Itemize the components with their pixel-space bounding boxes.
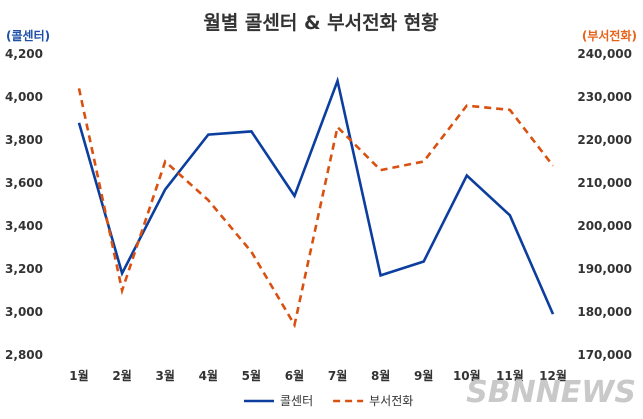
right-axis-ticks: 170,000 180,000 190,000 200,000 210,000 220,0…: [577, 47, 632, 362]
x-tick-label: 11월: [496, 368, 524, 383]
legend-label: 부서전화: [369, 394, 413, 408]
x-axis-ticks: 1월 2월 3월 4월 5월 6월 7월 8월 9월 10월 11월 12월: [69, 368, 567, 383]
left-tick-label: 3,200: [5, 262, 43, 276]
right-tick-label: 180,000: [577, 305, 632, 319]
right-tick-label: 220,000: [577, 133, 632, 147]
x-tick-label: 4월: [199, 368, 218, 383]
x-tick-label: 12월: [539, 368, 567, 383]
left-tick-label: 3,400: [5, 219, 43, 233]
left-axis-label: (콜센터): [6, 28, 50, 43]
x-tick-label: 9월: [414, 368, 433, 383]
left-tick-label: 3,800: [5, 133, 43, 147]
legend-label: 콜센터: [280, 394, 313, 408]
legend: 콜센터 부서전화: [244, 394, 413, 408]
x-tick-label: 7월: [328, 368, 347, 383]
x-tick-label: 1월: [69, 368, 88, 383]
watermark: SBNNEWS: [466, 375, 636, 410]
x-tick-label: 8월: [371, 368, 390, 383]
right-tick-label: 200,000: [577, 219, 632, 233]
left-tick-label: 2,800: [5, 348, 43, 362]
right-tick-label: 190,000: [577, 262, 632, 276]
left-tick-label: 3,600: [5, 176, 43, 190]
right-tick-label: 210,000: [577, 176, 632, 190]
x-tick-label: 5월: [242, 368, 261, 383]
left-tick-label: 3,000: [5, 305, 43, 319]
series-line-부서전화: [77, 88, 555, 329]
left-tick-label: 4,200: [5, 47, 43, 61]
series-line-콜센터: [77, 76, 555, 315]
x-tick-label: 3월: [155, 368, 174, 383]
x-tick-label: 6월: [285, 368, 304, 383]
x-tick-label: 2월: [112, 368, 131, 383]
right-tick-label: 170,000: [577, 348, 632, 362]
right-tick-label: 230,000: [577, 90, 632, 104]
series-layer: [77, 76, 555, 329]
chart-title: 월별 콜센터 & 부서전화 현황: [203, 11, 439, 34]
left-axis-ticks: 2,800 3,000 3,200 3,400 3,600 3,800 4,000 4,200: [5, 47, 43, 362]
right-tick-label: 240,000: [577, 47, 632, 61]
left-tick-label: 4,000: [5, 90, 43, 104]
right-axis-label: (부서전화): [582, 28, 637, 43]
x-tick-label: 10월: [453, 368, 481, 383]
